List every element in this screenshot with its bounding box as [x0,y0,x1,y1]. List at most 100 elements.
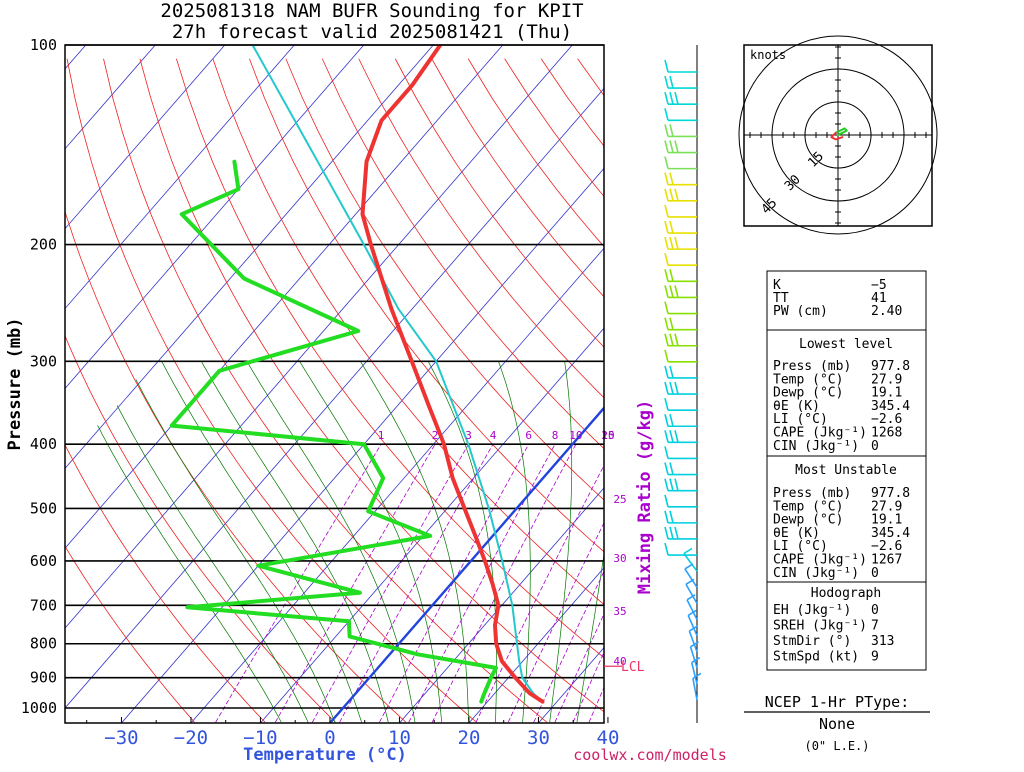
hodograph-units-label: knots [750,48,786,62]
wind-barb-flag [665,430,668,442]
pressure-tick-label: 500 [30,499,57,517]
wind-barb [665,76,697,88]
wind-barb-flag [670,173,673,185]
wind-barb-flag [665,527,668,539]
wind-barb-flag [670,221,673,233]
mixing-ratio-label: 1 [378,429,385,442]
stat-value: 0 [871,439,879,454]
ptype-heading: NCEP 1-Hr PType: [765,693,910,711]
wind-barb [665,366,697,378]
wind-barb-flag [665,173,668,185]
wind-barb [665,302,697,314]
mixing-ratio-label: 4 [490,429,497,442]
temperature-tick-label: 30 [527,727,550,749]
wind-barb-flag [675,92,678,104]
pressure-tick-label: 200 [30,236,57,254]
dry-adiabat-line [0,59,335,722]
temperature-trace [363,45,543,702]
stat-label: StmDir (°) [773,634,851,649]
wind-barb [665,237,697,249]
wind-barb-flag [665,495,668,507]
wind-barb-flag [684,549,692,554]
wind-barb [665,173,697,185]
wind-barb-flag [665,318,668,330]
wind-barb-flag [670,124,673,136]
mixing-ratio-label: 10 [569,429,582,442]
wind-barb-flag [665,92,668,104]
stat-value: 0 [871,566,879,581]
wind-barb-flag [665,205,668,217]
wind-barb-flag [675,382,678,394]
lcl-marker: LCL [604,660,645,675]
temperature-tick-label: −30 [104,727,138,749]
wind-barb [665,398,697,410]
stat-value: 313 [871,634,894,649]
wind-barb [665,60,697,72]
pressure-tick-label: 1000 [21,699,57,717]
chart-title: 2025081318 NAM BUFR Sounding for KPIT [160,0,583,22]
wind-barb-flag [675,334,678,346]
wind-barb-flag [670,141,673,153]
wind-barb-flag [670,76,673,88]
wind-barb-flag [670,430,673,442]
dry-adiabat-line [943,59,1024,722]
mixing-ratio-label: 30 [613,552,626,565]
pressure-tick-label: 400 [30,435,57,453]
wind-barb [665,318,697,330]
ptype-note: (0" L.E.) [804,739,869,753]
wind-barb-flag [670,414,673,426]
dry-adiabat-line [979,59,1024,722]
wind-barb [665,511,697,523]
wind-barb [665,269,697,281]
wind-barb-flag [665,382,668,394]
lcl-label: LCL [621,660,645,675]
y-axis-label: Pressure (mb) [5,317,25,450]
wind-barb-flag [665,414,668,426]
dry-adiabat-line [1016,59,1024,722]
moist-adiabat-line [162,361,362,722]
wind-barb [665,479,697,491]
wind-barb-flag [665,543,668,555]
mixing-ratio-line [276,444,436,722]
wind-barb [665,141,697,153]
wind-barb-flag [670,382,673,394]
stat-label: StmSpd (kt) [773,650,859,665]
wind-barb [665,446,697,458]
wind-barb-flag [670,237,673,249]
wind-barb-flag [675,237,678,249]
mixing-ratio-label: 6 [525,429,532,442]
stats-section-heading: Lowest level [799,337,893,352]
isotherm-line [191,45,781,723]
temperature-tick-label: 20 [458,727,481,749]
mixing-ratio-line [313,444,469,722]
wind-barb-flag [675,141,678,153]
watermark: coolwx.com/models [573,746,727,764]
stats-section-heading: Most Unstable [795,463,897,478]
wind-barb-flag [670,463,673,475]
wind-barb-flag [670,285,673,297]
stat-value: 0 [871,603,879,618]
wind-barb-flag [665,479,668,491]
wind-barb-flag [665,221,668,233]
mixing-ratio-axis-label: Mixing Ratio (g/kg) [635,400,655,594]
wind-barb-flag [665,463,668,475]
stats-section-heading: Hodograph [811,586,881,601]
wind-barb [665,382,697,394]
pressure-tick-label: 300 [30,352,57,370]
stat-value: 2.40 [871,304,902,319]
wind-barb-flag [670,511,673,523]
wind-barb [665,157,697,169]
wind-barb [665,285,697,297]
wind-barb-flag [670,527,673,539]
wind-barb-flag [665,366,668,378]
wind-barb-flag [670,366,673,378]
wind-barb [665,495,697,507]
stat-label: CIN (Jkg⁻¹) [773,566,859,581]
mixing-ratio-label: 25 [613,493,626,506]
mixing-ratio-line [216,444,381,722]
wind-barb-flag [665,285,668,297]
stat-label: SREH (Jkg⁻¹) [773,619,867,634]
